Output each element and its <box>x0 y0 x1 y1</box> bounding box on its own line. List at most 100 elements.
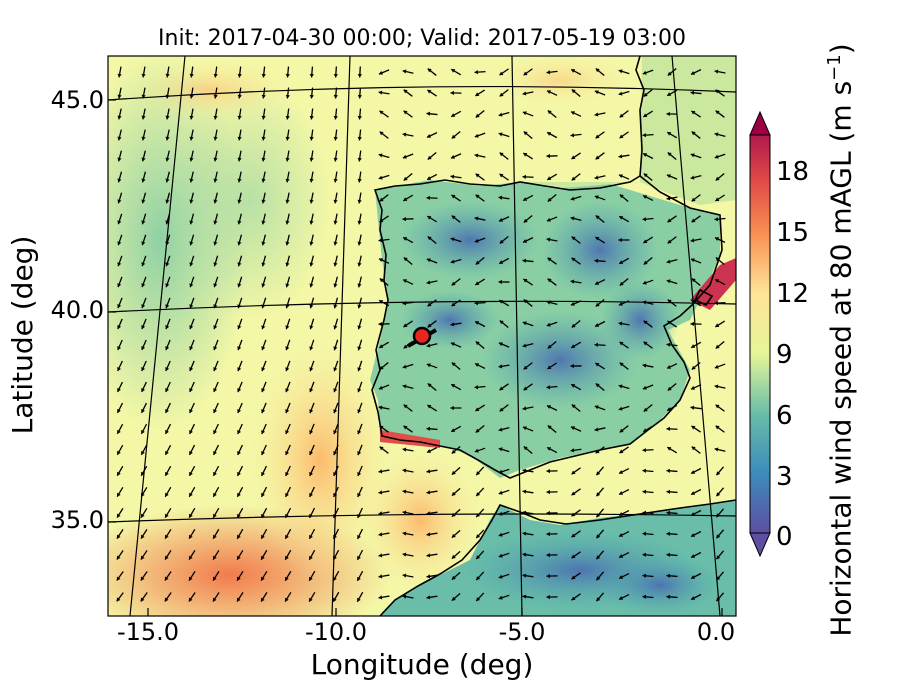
wind-arrow-head <box>261 430 266 435</box>
wind-arrow-head <box>451 194 456 199</box>
colorbar <box>749 110 771 558</box>
wind-arrow-head <box>309 220 314 225</box>
wind-arrow-head <box>619 470 624 474</box>
wind-arrow-head <box>571 554 576 559</box>
wind-arrow-head <box>714 69 719 74</box>
wind-arrow-head <box>690 153 695 158</box>
wind-arrow-head <box>261 283 266 288</box>
wind-arrow-head <box>498 595 503 600</box>
wind-arrow-head <box>333 262 338 267</box>
wind-arrow-head <box>451 596 456 601</box>
wind-arrow-head <box>619 341 624 346</box>
wind-arrow-head <box>261 388 266 393</box>
wind-arrow-head <box>523 446 528 451</box>
wind-arrow-head <box>213 115 218 120</box>
wind-arrow-head <box>378 532 383 537</box>
wind-arrow-head <box>642 552 647 557</box>
wind-arrow-head <box>450 259 455 264</box>
wind-arrow-head <box>667 239 672 244</box>
wind-arrow-head <box>333 178 338 183</box>
wind-arrow-head <box>402 69 407 74</box>
wind-arrow-head <box>427 216 432 220</box>
wind-arrow-head <box>666 342 671 347</box>
wind-arrow-head <box>547 365 552 370</box>
wind-arrow-head <box>141 262 146 267</box>
wind-arrow-head <box>690 90 695 95</box>
wind-arrow-head <box>450 154 455 159</box>
wind-arrow-head <box>571 155 576 160</box>
wind-arrow-head <box>213 262 218 267</box>
wind-arrow-head <box>333 346 338 351</box>
wind-arrow-head <box>141 367 146 372</box>
wind-arrow-head <box>618 301 623 306</box>
wind-arrow-head <box>427 133 432 138</box>
colorbar-tick-label: 15 <box>776 218 810 248</box>
wind-arrow-head <box>164 555 169 560</box>
wind-arrow-head <box>475 321 480 325</box>
wind-arrow-head <box>595 155 600 160</box>
wind-arrow-head <box>141 387 146 392</box>
wind-arrow-head <box>237 136 242 141</box>
wind-arrow-head <box>117 325 122 330</box>
wind-arrow-head <box>523 386 528 391</box>
wind-arrow-head <box>498 427 503 432</box>
wind-arrow-head <box>378 405 383 410</box>
colorbar-body <box>750 135 770 533</box>
wind-arrow-head <box>691 533 696 537</box>
wind-arrow-head <box>378 175 383 180</box>
wind-arrow-head <box>498 490 503 495</box>
wind-arrow-head <box>309 576 313 581</box>
wind-arrow-head <box>285 283 290 288</box>
wind-arrow-head <box>117 73 122 78</box>
wind-arrow-head <box>426 426 431 431</box>
wind-arrow-head <box>309 451 314 456</box>
wind-arrow-head <box>237 94 242 99</box>
wind-arrow-head <box>571 111 575 116</box>
wind-arrow-head <box>402 154 407 159</box>
wind-arrow-head <box>333 367 338 372</box>
wind-arrow-head <box>691 278 696 283</box>
wind-arrow-head <box>475 113 480 118</box>
wind-arrow-head <box>642 531 647 536</box>
wind-arrow-head <box>237 178 242 183</box>
wind-arrow-head <box>690 258 695 263</box>
wind-arrow-head <box>165 178 170 183</box>
wind-arrow-head <box>571 596 576 601</box>
wind-arrow-head <box>357 493 362 498</box>
wind-arrow-head <box>213 73 218 78</box>
wind-arrow-head <box>547 176 552 180</box>
wind-arrow-head <box>261 220 266 225</box>
wind-arrow-head <box>571 575 576 580</box>
wind-arrow-head <box>498 574 503 579</box>
wind-arrow-head <box>117 387 121 392</box>
wind-arrow-head <box>333 409 338 414</box>
wind-arrow-head <box>357 178 362 183</box>
wind-arrow-head <box>619 134 624 139</box>
wind-arrow-head <box>403 279 407 284</box>
wind-arrow-head <box>165 136 170 141</box>
wind-arrow-head <box>189 220 194 225</box>
wind-arrow-head <box>642 70 647 75</box>
wind-arrow-head <box>403 197 408 201</box>
wind-arrow-head <box>189 534 193 539</box>
wind-arrow-head <box>237 73 242 78</box>
wind-arrow-head <box>237 283 242 288</box>
wind-arrow-head <box>546 573 550 579</box>
wind-arrow-head <box>571 89 576 94</box>
wind-arrow-head <box>571 176 576 181</box>
wind-arrow-head <box>402 132 407 137</box>
wind-arrow-head <box>546 153 550 159</box>
wind-arrow-head <box>285 576 289 581</box>
wind-arrow-head <box>691 446 696 451</box>
wind-arrow-head <box>333 157 338 162</box>
wind-arrow-head <box>426 195 430 201</box>
wind-arrow-head <box>213 241 218 246</box>
wind-arrow-head <box>165 262 170 267</box>
wind-arrow-head <box>333 325 338 330</box>
wind-arrow-head <box>499 71 504 76</box>
wind-arrow-head <box>642 133 647 138</box>
wind-arrow-head <box>523 71 528 76</box>
wind-arrow-head <box>357 157 362 162</box>
wind-arrow-head <box>213 346 218 351</box>
wind-arrow-head <box>117 492 121 497</box>
